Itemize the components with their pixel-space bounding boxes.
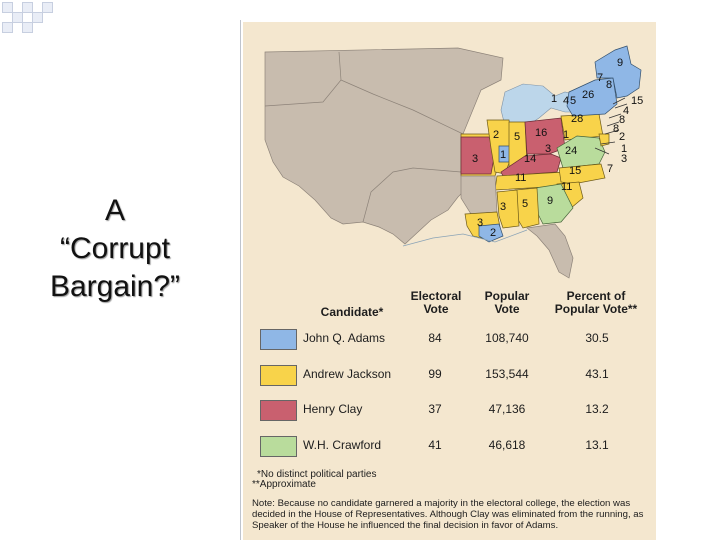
state-maryland: [598, 133, 610, 147]
header-line: Vote: [494, 302, 520, 316]
electoral-vote: 37: [428, 402, 442, 416]
electoral-label: 1: [500, 149, 506, 161]
slide-title: A “Corrupt Bargain?”: [20, 192, 210, 306]
electoral-label: 2: [493, 129, 499, 141]
territory-boundary: [264, 51, 464, 223]
electoral-label: 8: [613, 123, 619, 135]
state-new-york: [566, 77, 618, 117]
electoral-label: 11: [515, 172, 526, 184]
electoral-label: 5: [522, 198, 528, 210]
electoral-label: 5: [570, 95, 576, 107]
electoral-label: 3: [472, 153, 478, 165]
state-pointer-lines: [594, 97, 628, 155]
header-line: Percent of: [566, 289, 626, 303]
electoral-label: 7: [597, 72, 603, 84]
explanatory-note: Note: Because no candidate garnered a ma…: [252, 498, 644, 531]
candidate-name: Henry Clay: [303, 402, 363, 416]
swatch-adams: [260, 329, 297, 350]
divider-line: [240, 20, 241, 540]
electoral-vote: 41: [428, 438, 442, 452]
electoral-label: 9: [547, 195, 553, 207]
state-ohio: [524, 117, 566, 155]
electoral-label: 3: [477, 217, 483, 229]
header-line: Popular: [484, 289, 530, 303]
electoral-label: 26: [582, 89, 594, 101]
electoral-label: 4: [623, 105, 629, 117]
electoral-label: 1: [551, 93, 557, 105]
popular-vote: 47,136: [488, 402, 526, 416]
electoral-label: 14: [524, 153, 536, 165]
header-percent-popular-vote: Percent of Popular Vote**: [543, 290, 649, 316]
header-line: Popular Vote**: [554, 302, 638, 316]
gulf-coast: [402, 229, 528, 247]
electoral-label: 28: [571, 113, 583, 125]
title-line: “Corrupt: [59, 232, 171, 265]
electoral-label: 5: [514, 131, 520, 143]
state-illinois-west: [460, 136, 496, 175]
territory-region: [264, 47, 504, 245]
title-line: A: [104, 194, 125, 227]
candidate-name: W.H. Crawford: [303, 438, 382, 452]
electoral-label: 8: [606, 79, 612, 91]
header-popular-vote: Popular Vote: [474, 290, 540, 316]
electoral-label: 8: [619, 114, 625, 126]
state-new-england: [594, 45, 642, 99]
candidate-name: John Q. Adams: [303, 331, 386, 345]
percent-popular-vote: 13.2: [585, 402, 609, 416]
electoral-label: 15: [569, 165, 581, 177]
territory-florida: [526, 223, 574, 279]
electoral-vote: 84: [428, 331, 442, 345]
electoral-vote: 99: [428, 367, 442, 381]
election-map-figure: 9 7 8 26 15 4 1 4 5 28 8 8 2 2 5 16 1 1 …: [243, 22, 656, 540]
swatch-jackson: [260, 365, 297, 386]
electoral-label: 2: [490, 227, 496, 239]
electoral-label: 7: [607, 163, 613, 175]
percent-popular-vote: 13.1: [585, 438, 609, 452]
electoral-label: 1: [563, 129, 569, 141]
percent-popular-vote: 43.1: [585, 367, 609, 381]
electoral-label: 2: [619, 131, 625, 143]
title-line: Bargain?”: [49, 270, 181, 303]
electoral-label: 3: [500, 201, 506, 213]
slide-corner-decoration: [0, 0, 70, 40]
electoral-label: 3: [545, 143, 551, 155]
electoral-label: 24: [565, 145, 577, 157]
state-mississippi: [496, 189, 520, 229]
territory-arkansas: [460, 175, 498, 215]
electoral-label: 1: [621, 143, 627, 155]
electoral-label: 15: [631, 95, 643, 107]
percent-popular-vote: 30.5: [585, 331, 609, 345]
state-louisiana-south: [478, 223, 504, 243]
election-map: 9 7 8 26 15 4 1 4 5 28 8 8 2 2 5 16 1 1 …: [264, 45, 643, 279]
header-electoral-vote: Electoral Vote: [400, 290, 472, 316]
electoral-label: 11: [561, 181, 572, 193]
electoral-label: 4: [563, 95, 569, 107]
state-north-carolina: [558, 163, 606, 185]
header-line: Vote: [423, 302, 449, 316]
swatch-crawford: [260, 436, 297, 457]
electoral-label: 16: [535, 127, 547, 139]
footnote-approximate: **Approximate: [252, 479, 316, 490]
header-candidate: Candidate*: [320, 305, 384, 319]
popular-vote: 46,618: [488, 438, 526, 452]
header-line: Electoral: [410, 289, 462, 303]
electoral-label: 3: [621, 153, 627, 165]
popular-vote: 153,544: [485, 367, 529, 381]
electoral-label: 9: [617, 57, 623, 69]
swatch-clay: [260, 400, 297, 421]
footnote-parties: *No distinct political parties: [257, 469, 377, 480]
popular-vote: 108,740: [485, 331, 529, 345]
candidate-name: Andrew Jackson: [303, 367, 392, 381]
